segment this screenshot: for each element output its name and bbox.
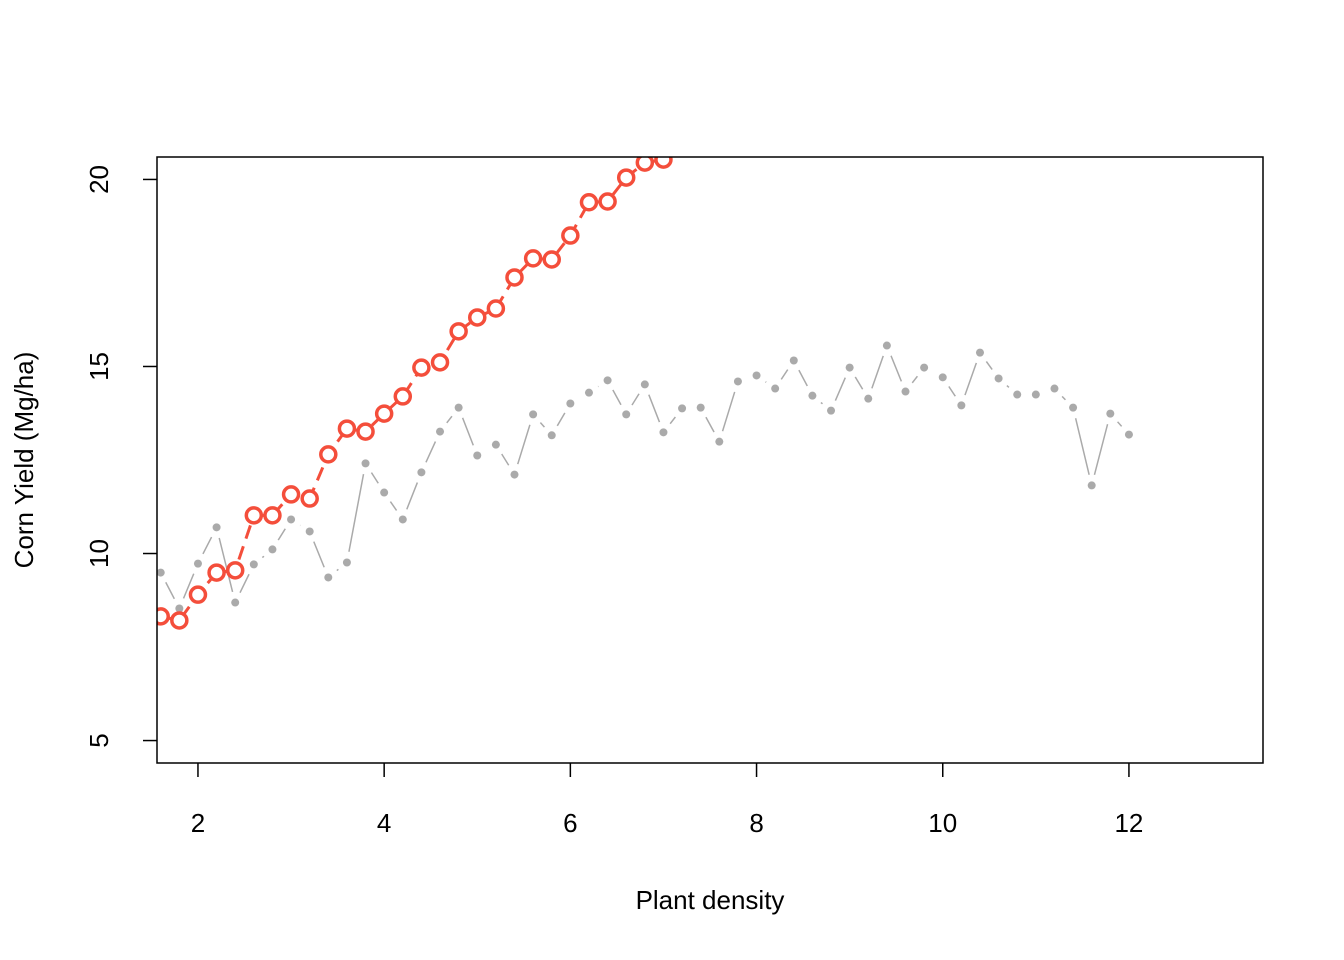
plot-area [157,157,1140,630]
point [300,489,319,508]
point [864,394,873,403]
point [622,410,631,419]
point [957,401,966,410]
point [510,470,519,479]
point [319,445,338,464]
point [603,376,612,385]
point [356,422,375,441]
point [659,428,668,437]
point [263,506,282,525]
x-tick-label: 6 [563,808,577,838]
x-axis-label: Plant density [636,885,785,915]
point [827,406,836,415]
point [1031,390,1040,399]
point [1106,409,1115,418]
y-tick-label: 5 [84,733,114,747]
y-tick-label: 15 [84,352,114,381]
point [733,377,742,386]
point [398,515,407,524]
point [361,459,370,468]
x-tick-label: 4 [377,808,391,838]
point [598,192,617,211]
point [281,485,301,504]
point [616,168,636,187]
x-tick-label: 8 [749,808,763,838]
point [1013,390,1022,399]
point [170,611,189,630]
point [486,299,506,318]
point [1087,481,1096,490]
y-tick-label: 10 [84,539,114,568]
point [249,560,258,569]
point [393,387,413,406]
point [808,391,817,400]
point [547,431,556,440]
point [845,363,854,372]
point [696,403,705,412]
point [882,341,891,350]
point [566,399,575,408]
point [975,348,984,357]
x-tick-label: 10 [928,808,957,838]
point [188,585,208,604]
point [231,598,240,607]
point [305,527,314,536]
point [529,410,538,419]
point [579,193,599,212]
point [430,353,450,372]
point [207,563,226,582]
point [789,356,798,365]
x-tick-label: 2 [191,808,205,838]
point [505,268,524,287]
point [640,380,649,389]
point [324,573,333,582]
point [412,358,431,377]
point [212,523,221,532]
point [678,404,687,413]
point [561,226,580,245]
point [193,559,202,568]
point [771,384,780,393]
point [337,419,357,438]
point [635,157,655,172]
point [468,308,487,327]
point [491,440,500,449]
point [1050,384,1059,393]
point [380,488,389,497]
y-tick-label: 20 [84,165,114,194]
point [157,568,165,577]
point [542,250,561,269]
point [287,515,296,524]
point [436,427,445,436]
point [244,506,264,525]
point [157,607,170,626]
point [225,561,245,580]
point [1069,403,1078,412]
point [449,322,468,341]
point [584,388,593,397]
x-tick-label: 12 [1114,808,1143,838]
point [901,387,910,396]
point [715,437,724,446]
point [417,468,426,477]
y-axis-label: Corn Yield (Mg/ha) [9,352,39,569]
point [175,604,184,613]
point [920,363,929,372]
point [938,373,947,382]
point [523,249,543,268]
point [454,403,463,412]
point [994,374,1003,383]
point [752,371,761,380]
point [268,545,277,554]
plot-frame [156,156,1264,764]
point [473,451,482,460]
point [654,157,673,169]
point [374,404,394,423]
point [1124,430,1133,439]
point [342,558,351,567]
